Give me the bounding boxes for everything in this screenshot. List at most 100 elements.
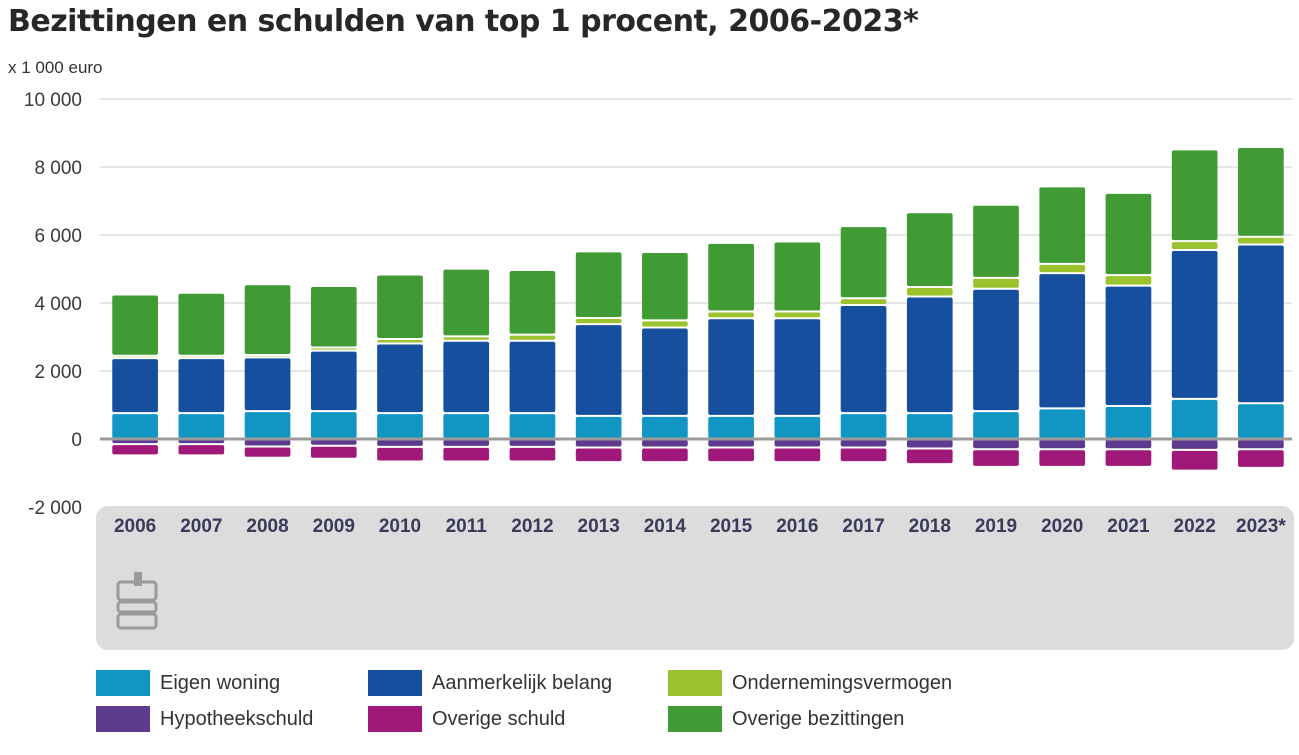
bar-segment-hypotheekschuld bbox=[1238, 440, 1284, 449]
bar-segment-ondernemingsvermogen bbox=[973, 278, 1019, 288]
bar-segment-ondernemingsvermogen bbox=[906, 288, 953, 296]
bar-segment-eigen-woning bbox=[178, 414, 225, 438]
bar-segment-aanmerkelijk-belang bbox=[310, 351, 357, 411]
bar-segment-hypotheekschuld bbox=[377, 440, 423, 446]
bar-segment-overige-schuld bbox=[1039, 450, 1086, 466]
bar-segment-overige-bezittingen bbox=[642, 253, 688, 320]
bar-segment-eigen-woning bbox=[973, 412, 1019, 438]
bar-segment-overige-schuld bbox=[178, 445, 225, 455]
legend-swatch bbox=[668, 670, 722, 696]
x-axis-band bbox=[96, 506, 1294, 650]
bar-segment-aanmerkelijk-belang bbox=[443, 341, 490, 413]
bar-segment-eigen-woning bbox=[774, 416, 821, 438]
legend-item-aanmerkelijk-belang: Aanmerkelijk belang bbox=[368, 670, 612, 696]
bar-segment-aanmerkelijk-belang bbox=[1238, 245, 1284, 403]
bar-segment-ondernemingsvermogen bbox=[310, 348, 357, 350]
x-tick-label: 2013 bbox=[578, 516, 620, 537]
bar-segment-hypotheekschuld bbox=[642, 440, 688, 447]
bar-segment-ondernemingsvermogen bbox=[840, 299, 887, 305]
bar-segment-overige-bezittingen bbox=[1105, 193, 1152, 275]
x-tick-label: 2011 bbox=[446, 516, 488, 537]
bar-segment-aanmerkelijk-belang bbox=[708, 319, 754, 415]
bar-segment-eigen-woning bbox=[310, 412, 357, 438]
bar-segment-overige-bezittingen bbox=[443, 269, 490, 336]
bar-segment-aanmerkelijk-belang bbox=[1171, 250, 1218, 398]
bar-segment-eigen-woning bbox=[1039, 409, 1086, 438]
bar-segment-overige-schuld bbox=[310, 446, 357, 458]
legend: Eigen woning Aanmerkelijk belang Onderne… bbox=[96, 670, 996, 740]
bar-segment-aanmerkelijk-belang bbox=[642, 328, 688, 415]
bar-segment-hypotheekschuld bbox=[178, 440, 225, 444]
bar-segment-eigen-woning bbox=[708, 416, 754, 438]
legend-item-overige-bezittingen: Overige bezittingen bbox=[668, 706, 904, 732]
bar-segment-eigen-woning bbox=[1238, 404, 1284, 438]
legend-label: Hypotheekschuld bbox=[160, 707, 314, 730]
bar-segment-overige-bezittingen bbox=[244, 285, 291, 355]
legend-label: Aanmerkelijk belang bbox=[432, 671, 613, 694]
bar-segment-eigen-woning bbox=[642, 416, 688, 438]
y-axis-unit-label: x 1 000 euro bbox=[8, 58, 103, 77]
bar-segment-ondernemingsvermogen bbox=[1171, 242, 1218, 249]
bar-segment-eigen-woning bbox=[575, 416, 622, 438]
bar-segment-ondernemingsvermogen bbox=[377, 340, 423, 343]
bar-segment-overige-schuld bbox=[377, 447, 423, 461]
bar-segment-hypotheekschuld bbox=[708, 440, 754, 447]
bar-segment-ondernemingsvermogen bbox=[443, 337, 490, 340]
bar-segment-eigen-woning bbox=[906, 414, 953, 438]
bar-segment-aanmerkelijk-belang bbox=[112, 359, 158, 413]
bar-segment-overige-schuld bbox=[973, 450, 1019, 466]
bar-segment-overige-schuld bbox=[708, 448, 754, 462]
bar-segment-overige-bezittingen bbox=[774, 242, 821, 311]
bar-segment-overige-bezittingen bbox=[575, 252, 622, 317]
bar-segment-hypotheekschuld bbox=[973, 440, 1019, 449]
bar-segment-hypotheekschuld bbox=[112, 440, 158, 444]
bar-segment-overige-schuld bbox=[906, 449, 953, 464]
bar-segment-eigen-woning bbox=[1105, 407, 1152, 438]
bar-segment-eigen-woning bbox=[1171, 399, 1218, 438]
bar-segment-ondernemingsvermogen bbox=[509, 335, 556, 340]
legend-item-ondernemingsvermogen: Ondernemingsvermogen bbox=[668, 670, 952, 696]
bar-segment-hypotheekschuld bbox=[1105, 440, 1152, 449]
x-tick-label: 2015 bbox=[710, 516, 753, 537]
bar-segment-overige-schuld bbox=[509, 447, 556, 461]
legend-label: Overige schuld bbox=[432, 707, 566, 730]
bar-segment-ondernemingsvermogen bbox=[708, 312, 754, 318]
bar-segment-aanmerkelijk-belang bbox=[575, 325, 622, 415]
legend-swatch bbox=[368, 706, 422, 732]
bar-segment-aanmerkelijk-belang bbox=[1039, 274, 1086, 408]
bar-segment-eigen-woning bbox=[509, 414, 556, 438]
bar-segment-aanmerkelijk-belang bbox=[906, 297, 953, 413]
bar-segment-aanmerkelijk-belang bbox=[509, 341, 556, 413]
bar-segment-aanmerkelijk-belang bbox=[774, 319, 821, 415]
legend-swatch bbox=[368, 670, 422, 696]
legend-swatch bbox=[668, 706, 722, 732]
bar-segment-overige-bezittingen bbox=[973, 205, 1019, 277]
bar-segment-hypotheekschuld bbox=[840, 440, 887, 447]
legend-item-hypotheekschuld: Hypotheekschuld bbox=[96, 706, 313, 732]
bar-segment-ondernemingsvermogen bbox=[1039, 264, 1086, 273]
y-tick-label: -2 000 bbox=[28, 498, 82, 519]
bar-segment-hypotheekschuld bbox=[443, 440, 490, 446]
legend-label: Overige bezittingen bbox=[732, 707, 905, 730]
bar-segment-ondernemingsvermogen bbox=[774, 312, 821, 318]
bar-segment-overige-bezittingen bbox=[906, 213, 953, 287]
y-axis-ticks: 10 000 8 000 6 000 4 000 2 000 0 -2 000 bbox=[24, 90, 82, 519]
x-tick-label: 2006 bbox=[114, 516, 156, 537]
gridlines bbox=[100, 98, 1292, 372]
bar-segment-ondernemingsvermogen bbox=[1238, 237, 1284, 244]
x-axis-ticks: 2006 2007 2008 2009 2010 2011 2012 2013 2014 2015… bbox=[114, 516, 1286, 537]
bar-segment-overige-schuld bbox=[840, 448, 887, 462]
bar-segment-overige-bezittingen bbox=[178, 293, 225, 355]
bar-segment-overige-bezittingen bbox=[1039, 187, 1086, 263]
bar-segment-hypotheekschuld bbox=[310, 440, 357, 445]
y-tick-label: 10 000 bbox=[24, 90, 82, 111]
bar-segment-overige-schuld bbox=[1105, 450, 1152, 466]
bar-segment-overige-bezittingen bbox=[1238, 147, 1284, 236]
bar-segment-aanmerkelijk-belang bbox=[377, 344, 423, 413]
chart-title: Bezittingen en schulden van top 1 procen… bbox=[8, 4, 919, 39]
x-tick-label: 2022 bbox=[1174, 516, 1216, 537]
x-tick-label: 2009 bbox=[313, 516, 355, 537]
bar-segment-ondernemingsvermogen bbox=[1105, 276, 1152, 285]
bar-segment-aanmerkelijk-belang bbox=[973, 289, 1019, 411]
